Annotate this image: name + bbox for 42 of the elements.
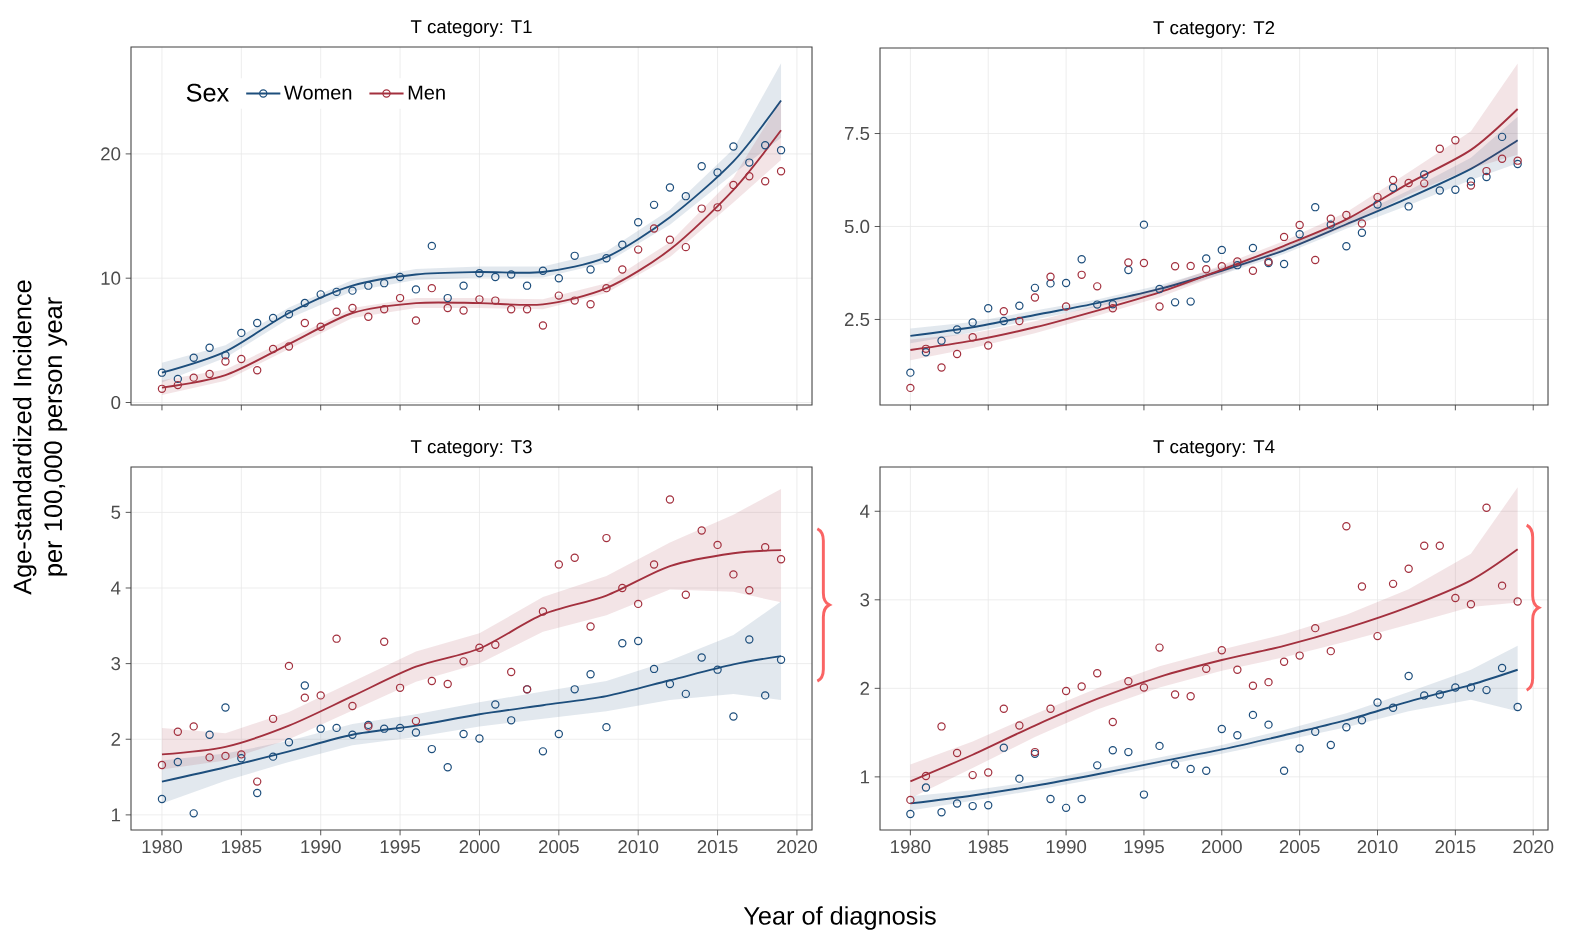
x-tick-label: 2000 bbox=[459, 840, 500, 854]
legend-label: Men bbox=[408, 85, 445, 100]
y-tick-label: 2.5 bbox=[844, 312, 870, 327]
x-tick-label: 2005 bbox=[1279, 840, 1320, 854]
y-tick-label: 4 bbox=[860, 504, 870, 518]
y-tick-label: 2 bbox=[860, 681, 870, 695]
x-axis-title: Year of diagnosis bbox=[743, 906, 936, 930]
legend-title: Sex bbox=[186, 83, 229, 102]
x-tick-label: 2005 bbox=[539, 840, 579, 854]
chart-title: T category: T3 bbox=[410, 440, 532, 457]
y-tick-label: 0 bbox=[111, 395, 121, 410]
y-tick-label: 1 bbox=[112, 808, 121, 822]
y-tick-label: 1 bbox=[861, 770, 870, 784]
x-tick-label: 2015 bbox=[697, 840, 738, 854]
x-tick-label: 1990 bbox=[1046, 840, 1087, 854]
x-tick-label: 1995 bbox=[380, 840, 421, 854]
y-axis-title: Age-standardized Incidence per 100,000 person year bbox=[12, 280, 68, 595]
y-tick-label: 3 bbox=[111, 657, 121, 671]
x-tick-label: 1980 bbox=[142, 840, 182, 854]
x-tick-label: 2015 bbox=[1435, 840, 1476, 854]
y-tick-label: 7.5 bbox=[844, 127, 870, 141]
x-tick-label: 1985 bbox=[968, 840, 1009, 854]
y-tick-label: 4 bbox=[111, 581, 121, 595]
x-tick-label: 2020 bbox=[777, 840, 817, 854]
y-tick-label: 5.0 bbox=[844, 219, 870, 234]
x-tick-label: 2000 bbox=[1201, 840, 1242, 854]
x-tick-label: 2020 bbox=[1513, 840, 1554, 854]
x-tick-label: 1980 bbox=[891, 840, 931, 854]
y-tick-label: 2 bbox=[111, 732, 121, 746]
y-tick-label: 5 bbox=[111, 505, 121, 519]
x-tick-label: 1990 bbox=[301, 840, 341, 854]
legend-label: Women bbox=[284, 85, 352, 100]
chart-title: T category: T1 bbox=[410, 20, 532, 37]
x-tick-label: 2010 bbox=[618, 840, 659, 854]
x-tick-label: 1985 bbox=[221, 840, 262, 854]
x-tick-label: 2010 bbox=[1357, 840, 1398, 854]
y-tick-label: 10 bbox=[101, 271, 121, 285]
y-tick-label: 3 bbox=[860, 593, 870, 607]
chart-title: T category: T4 bbox=[1153, 440, 1275, 457]
chart-title: T category: T2 bbox=[1153, 21, 1275, 38]
y-tick-label: 20 bbox=[101, 147, 121, 161]
x-tick-label: 1995 bbox=[1124, 840, 1164, 854]
